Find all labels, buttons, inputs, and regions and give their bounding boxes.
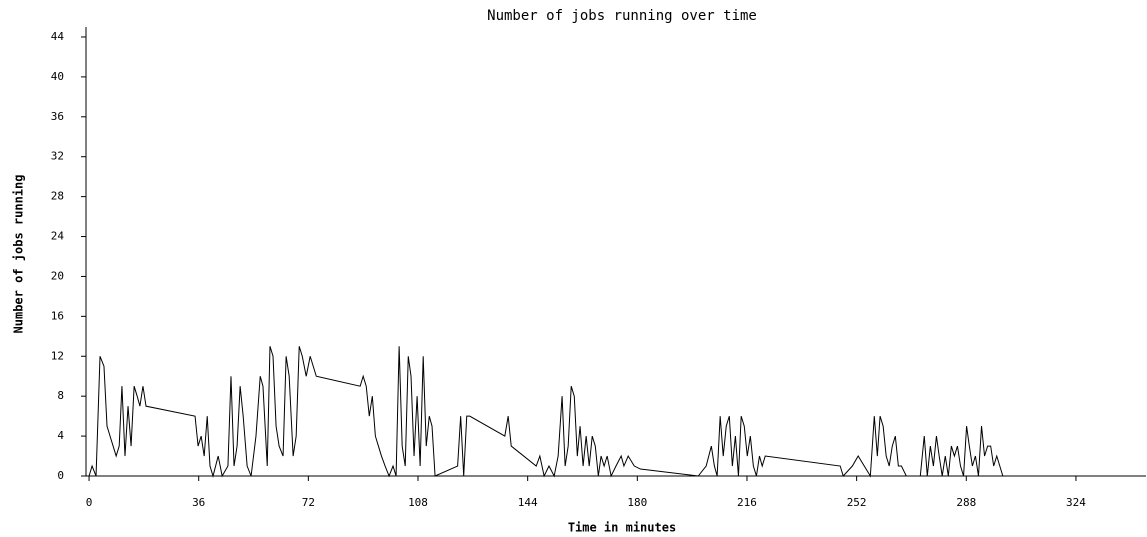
x-tick-label: 36 xyxy=(192,496,205,509)
y-tick-label: 0 xyxy=(57,469,64,482)
y-tick-label: 24 xyxy=(51,230,65,243)
data-line xyxy=(88,346,1006,478)
y-tick-label: 16 xyxy=(51,309,64,322)
y-tick-label: 8 xyxy=(57,389,64,402)
x-tick-label: 216 xyxy=(737,496,757,509)
y-tick-label: 32 xyxy=(51,150,64,163)
y-tick-label: 36 xyxy=(51,110,64,123)
y-tick-label: 28 xyxy=(51,190,64,203)
x-tick-label: 0 xyxy=(86,496,93,509)
y-tick-label: 4 xyxy=(57,429,64,442)
x-tick-label: 144 xyxy=(518,496,538,509)
x-tick-label: 324 xyxy=(1066,496,1086,509)
x-tick-label: 72 xyxy=(302,496,315,509)
x-tick-label: 108 xyxy=(408,496,428,509)
y-tick-label: 44 xyxy=(51,30,65,43)
x-tick-label: 288 xyxy=(956,496,976,509)
y-axis-label: Number of jobs running xyxy=(12,175,26,334)
y-tick-label: 40 xyxy=(51,70,64,83)
y-tick-label: 12 xyxy=(51,349,64,362)
y-tick-label: 20 xyxy=(51,269,64,282)
x-tick-label: 252 xyxy=(847,496,867,509)
x-axis-label: Time in minutes xyxy=(568,521,676,535)
x-tick-label: 180 xyxy=(627,496,647,509)
chart-title: Number of jobs running over time xyxy=(487,8,757,24)
